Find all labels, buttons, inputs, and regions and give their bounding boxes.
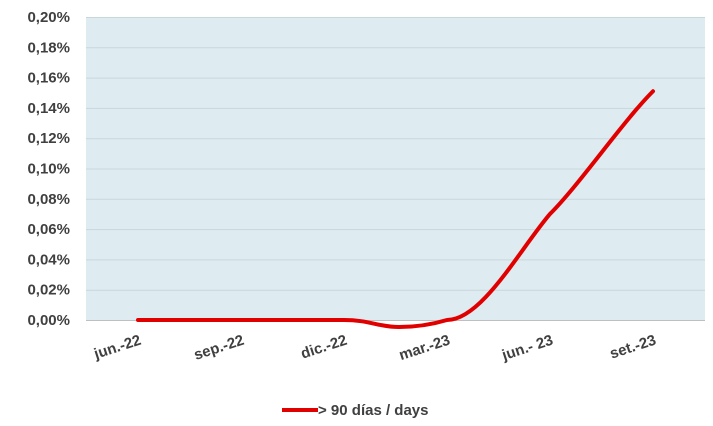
y-tick-label: 0,16% bbox=[27, 70, 70, 87]
y-tick-label: 0,20% bbox=[27, 9, 70, 26]
y-tick-label: 0,14% bbox=[27, 100, 70, 117]
y-tick-label: 0,12% bbox=[27, 130, 70, 147]
x-axis-tick-labels: jun.-22 sep.-22 dic.-22 mar.-23 jun.- 23 set.… bbox=[91, 332, 658, 365]
x-tick-label: jun.- 23 bbox=[499, 332, 555, 365]
y-tick-label: 0,02% bbox=[27, 282, 70, 299]
y-tick-label: 0,04% bbox=[27, 251, 70, 268]
x-tick-label: set.-23 bbox=[608, 332, 658, 363]
x-tick-label: mar.-23 bbox=[397, 332, 452, 364]
y-tick-label: 0,08% bbox=[27, 191, 70, 208]
x-tick-label: dic.-22 bbox=[299, 332, 349, 363]
y-tick-label: 0,18% bbox=[27, 39, 70, 56]
y-tick-label: 0,06% bbox=[27, 221, 70, 238]
legend-label: > 90 días / days bbox=[318, 402, 429, 419]
y-tick-label: 0,00% bbox=[27, 312, 70, 329]
x-tick-label: jun.-22 bbox=[91, 332, 143, 363]
y-axis-tick-labels: 0,00% 0,02% 0,04% 0,06% 0,08% 0,10% 0,12% 0,14%… bbox=[27, 9, 70, 329]
series-line bbox=[136, 89, 655, 329]
series-lines bbox=[136, 89, 655, 329]
x-tick-label: sep.-22 bbox=[192, 332, 246, 364]
legend: > 90 días / days bbox=[282, 402, 429, 419]
gridlines bbox=[86, 17, 705, 291]
y-tick-label: 0,10% bbox=[27, 161, 70, 178]
